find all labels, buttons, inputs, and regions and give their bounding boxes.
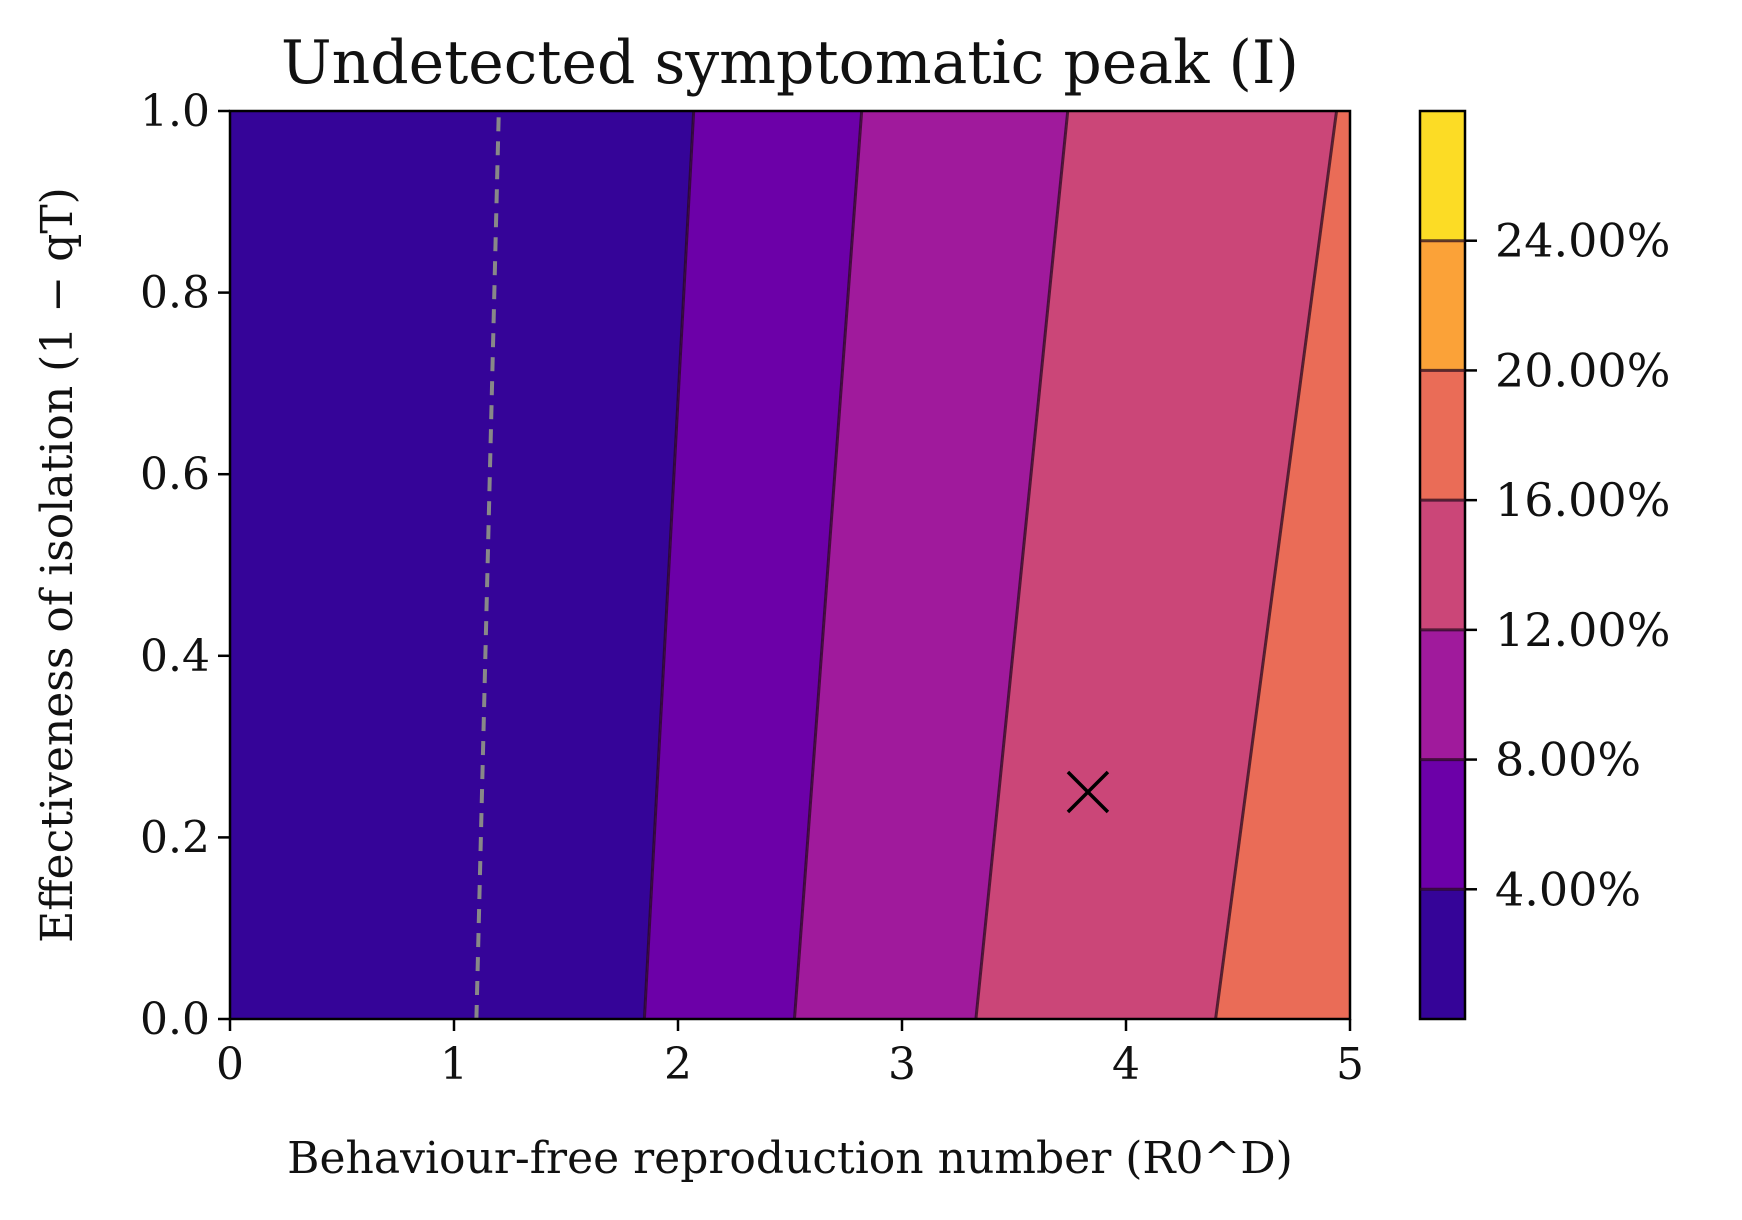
- colorbar-band-6: [1420, 111, 1465, 241]
- y-tick-label: 0.6: [140, 449, 210, 500]
- data-marker-x: [1066, 770, 1110, 814]
- contour-region-0: [230, 111, 694, 1019]
- contour-lines: [642, 111, 1339, 1019]
- y-tick-label: 1.0: [140, 86, 210, 137]
- threshold-dashed-line: [474, 110, 501, 1020]
- x-tick-label: 0: [216, 1039, 244, 1090]
- contour-line-12: [974, 111, 1070, 1019]
- x-axis-label: Behaviour-free reproduction number (R0^D…: [287, 1133, 1293, 1184]
- colorbar-band-1: [1420, 759, 1465, 890]
- y-tick-label: 0.2: [140, 812, 210, 863]
- contour-line-4: [642, 111, 696, 1019]
- chart-title: Undetected symptomatic peak (I): [281, 28, 1299, 98]
- colorbar-ticks: 4.00% 8.00% 12.00% 16.00% 20.00% 24.00%: [1420, 214, 1670, 916]
- y-tick-label: 0.4: [140, 631, 210, 682]
- contour-line-8: [792, 111, 864, 1019]
- x-axis-ticks: 0 1 2 3 4 5: [216, 1019, 1364, 1090]
- contour-regions: [230, 111, 1350, 1019]
- colorbar-band-4: [1420, 370, 1465, 501]
- colorbar-band-0: [1420, 889, 1465, 1019]
- x-tick-label: 4: [1112, 1039, 1140, 1090]
- y-axis-ticks: 0.0 0.2 0.4 0.6 0.8 1.0: [140, 86, 230, 1045]
- x-tick-label: 5: [1336, 1039, 1364, 1090]
- colorbar-tick-label: 16.00%: [1495, 473, 1670, 527]
- colorbar-tick-label: 20.00%: [1495, 343, 1670, 397]
- y-axis-label: Effectiveness of isolation (1 − qT): [32, 187, 83, 943]
- contour-line-16: [1214, 111, 1339, 1019]
- colorbar-band-5: [1420, 240, 1465, 371]
- x-tick-label: 1: [440, 1039, 468, 1090]
- y-tick-label: 0.0: [140, 994, 210, 1045]
- colorbar-tick-label: 8.00%: [1495, 733, 1641, 787]
- colorbar-tick-label: 24.00%: [1495, 214, 1670, 268]
- colorbar-frame: [1418, 109, 1467, 1021]
- contour-region-3: [975, 111, 1337, 1019]
- contour-region-1: [644, 111, 862, 1019]
- contour-region-4: [1215, 111, 1350, 1019]
- x-tick-label: 2: [664, 1039, 692, 1090]
- plot-frame: [228, 109, 1352, 1021]
- colorbar-band-3: [1420, 500, 1465, 630]
- colorbar-tick-label: 12.00%: [1495, 603, 1670, 657]
- x-tick-label: 3: [888, 1039, 916, 1090]
- marker-stroke-b: [1066, 770, 1110, 814]
- colorbar-band-2: [1420, 629, 1465, 760]
- colorbar-tick-label: 4.00%: [1495, 862, 1641, 916]
- colorbar: [1420, 111, 1465, 1019]
- y-tick-label: 0.8: [140, 268, 210, 319]
- contour-region-2: [794, 111, 1068, 1019]
